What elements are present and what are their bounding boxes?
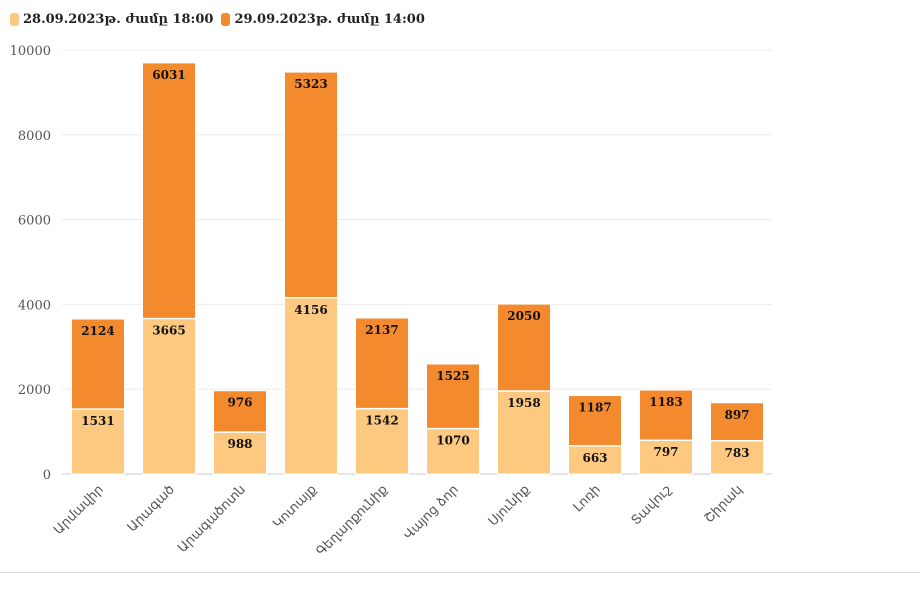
bar-outline (142, 62, 196, 475)
bar-segment-series-2[interactable] (284, 72, 338, 298)
y-tick-label: 0 (43, 468, 51, 483)
data-label-series-2: 1183 (649, 395, 682, 409)
data-label-series-2: 1187 (578, 401, 611, 415)
bottom-divider (0, 572, 920, 573)
bar-segment-series-1[interactable] (284, 297, 338, 474)
legend-item-series-2[interactable]: 29.09.2023թ. ժամը 14:00 (221, 11, 425, 27)
bar-segment-series-2[interactable] (568, 395, 622, 446)
bar-segment-series-1[interactable] (710, 440, 764, 474)
x-tick-label: Սյունիք (486, 482, 533, 529)
bar-segment-series-1[interactable] (142, 318, 196, 474)
legend: 28.09.2023թ. ժամը 18:00 29.09.2023թ. ժամ… (10, 9, 433, 29)
x-tick-label: Շիրակ (702, 482, 746, 526)
bar-segment-series-2[interactable] (142, 62, 196, 319)
data-label-series-1: 783 (724, 446, 749, 460)
data-label-series-1: 1958 (507, 396, 540, 410)
bar-segment-series-2[interactable] (213, 390, 267, 433)
legend-item-series-1[interactable]: 28.09.2023թ. ժամը 18:00 (10, 12, 213, 27)
data-label-series-2: 2050 (507, 309, 540, 323)
data-label-series-1: 1070 (436, 434, 469, 448)
data-label-series-1: 663 (582, 451, 607, 465)
bar-outline (213, 390, 267, 475)
bar-segment-series-2[interactable] (426, 363, 480, 429)
data-label-series-2: 5323 (294, 77, 327, 91)
bar-outline (710, 402, 764, 475)
data-label-series-1: 3665 (152, 324, 185, 338)
bar-segment-series-1[interactable] (71, 409, 125, 474)
bar-outline (568, 395, 622, 475)
y-tick-label: 4000 (18, 298, 51, 313)
x-tick-label: Լոռի (571, 482, 604, 515)
x-tick-label: Արագածոտն (175, 482, 249, 556)
bar-outline (497, 303, 551, 475)
y-tick-label: 8000 (18, 129, 51, 144)
legend-swatch-series-1 (10, 12, 19, 26)
bar-segment-series-1[interactable] (426, 428, 480, 474)
y-tick-label: 2000 (18, 383, 51, 398)
legend-label-series-1: 28.09.2023թ. ժամը 18:00 (23, 11, 214, 27)
x-tick-label: Գեղարքունիք (314, 482, 391, 559)
bar-segment-series-2[interactable] (710, 402, 764, 441)
data-label-series-1: 797 (653, 445, 678, 459)
data-label-series-1: 988 (227, 437, 252, 451)
bar-segment-series-1[interactable] (355, 408, 409, 474)
data-label-series-2: 1525 (436, 369, 469, 383)
data-label-series-2: 2137 (365, 323, 398, 337)
bar-segment-series-1[interactable] (497, 390, 551, 474)
bar-segment-series-2[interactable] (355, 318, 409, 409)
x-tick-label: Արմավիր (51, 482, 107, 538)
bar-segment-series-2[interactable] (497, 304, 551, 391)
bar-segment-series-2[interactable] (639, 390, 693, 441)
bar-segment-series-1[interactable] (639, 440, 693, 474)
bar-outline (639, 389, 693, 475)
bar-segment-series-2[interactable] (71, 319, 125, 410)
bar-outline (284, 71, 338, 475)
legend-label-series-2: 29.09.2023թ. ժամը 14:00 (234, 11, 425, 27)
data-label-series-1: 1542 (365, 414, 398, 428)
data-label-series-2: 976 (227, 396, 252, 410)
data-label-series-2: 6031 (152, 68, 185, 82)
y-tick-label: 6000 (18, 214, 51, 229)
data-label-series-2: 897 (724, 408, 749, 422)
bar-segment-series-1[interactable] (213, 432, 267, 474)
bar-segment-series-1[interactable] (568, 445, 622, 474)
legend-swatch-series-2 (221, 12, 231, 26)
x-tick-label: Վայոց ձոր (401, 482, 462, 543)
bar-outline (355, 317, 409, 475)
x-tick-label: Արագած (125, 482, 178, 535)
bar-outline (426, 363, 480, 475)
y-tick-label: 10000 (10, 44, 51, 59)
data-label-series-2: 2124 (81, 324, 114, 338)
data-label-series-1: 4156 (294, 303, 327, 317)
bar-outline (71, 318, 125, 475)
x-tick-label: Կոտայք (270, 482, 319, 531)
x-tick-label: Տավուշ (629, 482, 675, 528)
data-label-series-1: 1531 (81, 414, 114, 428)
